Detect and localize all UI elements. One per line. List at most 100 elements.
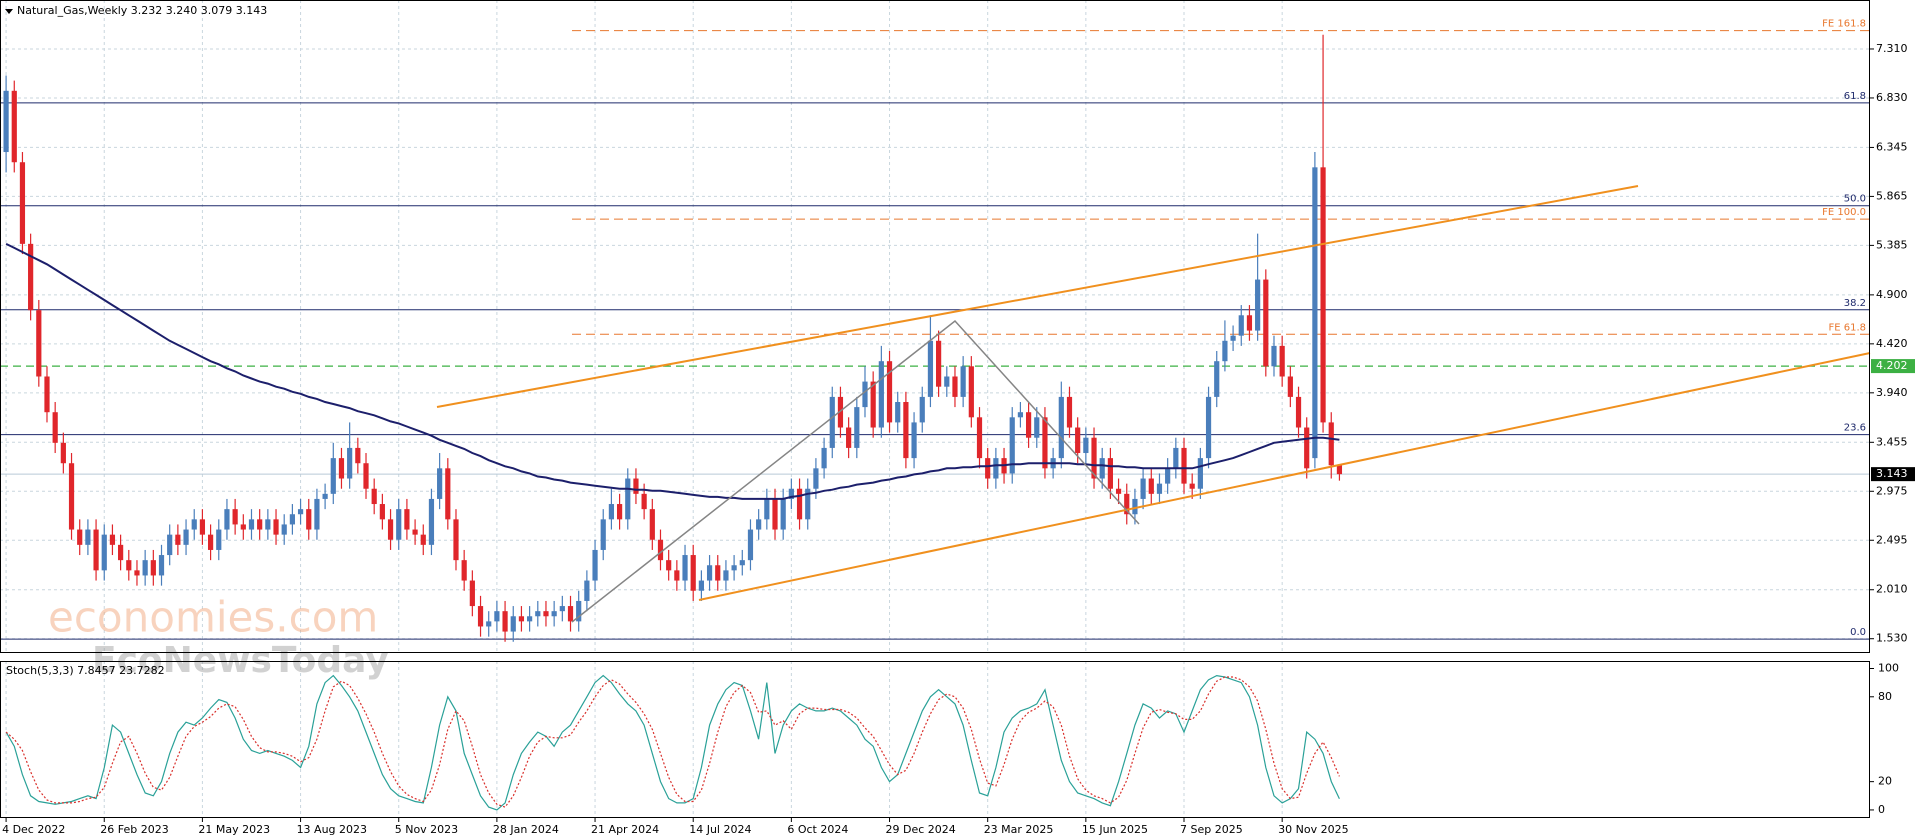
candle-body <box>1075 427 1081 454</box>
candle-body <box>608 504 615 520</box>
y-tick-label: 4.420 <box>1876 337 1908 350</box>
candle-body <box>453 519 459 561</box>
candle-body <box>338 458 345 479</box>
price-box <box>1871 467 1915 482</box>
candle-body <box>428 498 435 545</box>
y-tick-label: 2.975 <box>1876 484 1908 497</box>
candle-body <box>657 539 664 561</box>
candle-body <box>960 366 966 397</box>
candle-body <box>698 580 704 591</box>
candle-body <box>903 402 909 459</box>
candle-body <box>477 606 484 627</box>
watermark-layer: economies.com EcoNewsToday <box>48 593 389 682</box>
candle-body <box>821 447 827 469</box>
candle-body <box>347 447 353 479</box>
candle-body <box>976 417 983 459</box>
candle-body <box>355 447 361 464</box>
candle-body <box>837 396 844 428</box>
candle-body <box>936 340 942 387</box>
candle-body <box>846 427 852 448</box>
indicator-title: Stoch(5,3,3) 7.8457 23.7282 <box>6 664 165 677</box>
candle-body <box>36 310 42 377</box>
candle-body <box>510 616 516 632</box>
candle-body <box>150 560 156 576</box>
candle-body <box>780 498 786 530</box>
candle-body <box>3 90 9 153</box>
candle-body <box>805 488 811 520</box>
candle-body <box>1017 412 1024 418</box>
fib-level-label: 38.2 <box>1844 298 1866 309</box>
candle-body <box>1148 478 1154 494</box>
candle-body <box>216 529 222 550</box>
main-panel-border <box>0 0 1870 653</box>
candle-body <box>1246 315 1253 331</box>
candle-body <box>289 514 295 525</box>
grid-layer <box>0 0 1870 818</box>
candle-body <box>1320 167 1326 423</box>
watermark: economies.com <box>48 593 378 642</box>
candle-body <box>396 509 402 540</box>
candle-body <box>1009 417 1015 474</box>
candle-body <box>1058 396 1064 459</box>
fib-level-label: 0.0 <box>1850 627 1866 638</box>
x-tick-label: 7 Sep 2025 <box>1180 823 1243 836</box>
candle-body <box>273 519 279 535</box>
candle-body <box>387 519 394 540</box>
y-tick-label: 7.310 <box>1876 42 1908 55</box>
candle-body <box>68 463 75 530</box>
candle-body <box>1165 468 1171 484</box>
fib-level-label: 61.8 <box>1844 91 1866 102</box>
y-tick-label: 80 <box>1878 690 1892 703</box>
candle-body <box>715 565 721 581</box>
candle-body <box>535 611 541 617</box>
candle-body <box>829 396 835 448</box>
candle-body <box>1140 478 1146 499</box>
trend-line <box>436 185 1639 408</box>
candle-body <box>1042 417 1048 469</box>
candle-body <box>77 529 83 545</box>
candle-body <box>919 396 925 423</box>
candle-body <box>175 534 181 545</box>
frame <box>0 0 1870 818</box>
candle-body <box>1025 412 1032 438</box>
candle-body <box>764 498 770 520</box>
y-tick-label: 5.385 <box>1876 238 1908 251</box>
x-tick-label: 28 Jan 2024 <box>493 823 559 836</box>
candle-body <box>85 529 91 545</box>
candle-body <box>1279 345 1285 377</box>
fe-level-label: FE 100.0 <box>1822 207 1866 218</box>
candle-body <box>559 606 565 612</box>
candle-body <box>469 580 475 607</box>
candle-body <box>134 570 140 576</box>
candle-body <box>886 361 893 423</box>
candle-body <box>1263 279 1269 367</box>
candle-body <box>747 529 754 561</box>
candle-body <box>1287 376 1293 397</box>
candle-body <box>379 504 385 520</box>
candle-body <box>854 407 860 448</box>
candle-body <box>985 458 991 479</box>
candle-body <box>1115 488 1122 494</box>
candle-body <box>19 162 26 244</box>
candle-body <box>314 498 320 530</box>
labels-layer: Natural_Gas,Weekly 3.232 3.240 3.079 3.1… <box>2 4 1915 836</box>
support-level-box <box>1871 359 1915 374</box>
candle-body <box>11 90 17 163</box>
candle-body <box>224 509 230 530</box>
y-tick-label: 20 <box>1878 775 1892 788</box>
candle-body <box>297 509 304 515</box>
y-tick-label: 2.010 <box>1876 583 1908 596</box>
candle-body <box>461 560 467 581</box>
x-tick-label: 26 Feb 2023 <box>100 823 168 836</box>
candle-body <box>633 478 639 494</box>
support-level-label: 4.202 <box>1876 359 1908 372</box>
candle-body <box>813 468 819 489</box>
candle-body <box>682 555 688 581</box>
candle-body <box>445 468 451 520</box>
candle-body <box>240 524 246 530</box>
levels-layer <box>0 30 1870 640</box>
candle-body <box>952 376 958 397</box>
